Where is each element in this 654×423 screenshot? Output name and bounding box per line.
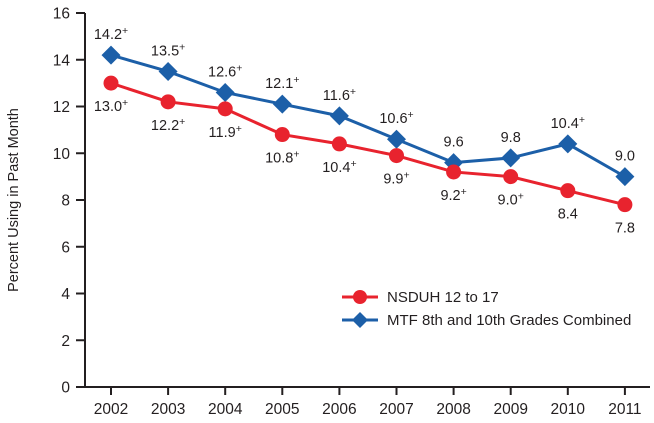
x-tick-label: 2010 <box>551 401 586 418</box>
point-label: 12.6+ <box>208 62 242 80</box>
point-label: 9.6 <box>444 135 464 151</box>
blue-diamond-line-marker-icon <box>342 312 378 328</box>
data-point-circle <box>217 101 233 117</box>
y-tick-label: 12 <box>53 99 70 116</box>
legend-label-nsduh: NSDUH 12 to 17 <box>387 288 499 306</box>
data-point-diamond <box>272 94 292 114</box>
point-label: 10.8+ <box>265 149 299 167</box>
y-tick-label: 6 <box>61 239 70 256</box>
point-label: 13.5+ <box>151 41 185 59</box>
data-point-circle <box>617 197 633 213</box>
x-tick-label: 2006 <box>322 401 356 418</box>
point-label: 13.0+ <box>94 97 128 115</box>
y-tick-label: 8 <box>61 193 70 210</box>
y-tick-label: 0 <box>61 380 70 397</box>
legend-item-mtf: MTF 8th and 10th Grades Combined <box>342 311 631 329</box>
data-point-diamond <box>329 106 349 126</box>
x-tick-label: 2008 <box>436 401 470 418</box>
point-label: 11.6+ <box>323 86 356 104</box>
data-point-circle <box>103 75 119 91</box>
y-tick-label: 2 <box>61 333 70 350</box>
point-label: 11.9+ <box>209 123 242 141</box>
point-label: 10.4+ <box>551 114 585 132</box>
data-point-diamond <box>615 167 635 187</box>
data-point-circle <box>274 127 290 143</box>
data-point-diamond <box>215 82 235 102</box>
point-label: 10.4+ <box>322 158 356 176</box>
y-tick-label: 16 <box>53 6 70 23</box>
data-point-circle <box>389 148 404 164</box>
data-point-diamond <box>387 129 406 149</box>
data-point-circle <box>446 164 462 180</box>
point-label: 12.2+ <box>151 116 185 134</box>
point-label: 7.8 <box>615 221 635 237</box>
point-label: 14.2+ <box>94 25 128 43</box>
x-tick-label: 2009 <box>493 401 527 418</box>
y-axis-title: Percent Using in Past Month <box>6 108 22 292</box>
x-tick-label: 2011 <box>608 401 641 418</box>
data-point-circle <box>160 94 176 110</box>
point-label: 9.0 <box>615 149 635 165</box>
data-point-diamond <box>501 148 521 168</box>
data-point-diamond <box>558 134 578 154</box>
legend-label-mtf: MTF 8th and 10th Grades Combined <box>387 311 632 329</box>
y-tick-label: 4 <box>61 286 70 303</box>
data-point-diamond <box>101 45 121 65</box>
x-tick-label: 2004 <box>208 401 243 418</box>
point-label: 10.6+ <box>379 109 413 127</box>
x-tick-label: 2002 <box>94 401 128 418</box>
data-point-circle <box>331 136 347 152</box>
data-point-diamond <box>158 61 178 81</box>
legend: NSDUH 12 to 17 MTF 8th and 10th Grades C… <box>342 288 631 329</box>
point-label: 8.4 <box>558 207 578 223</box>
series-line-circle <box>110 81 626 207</box>
point-label: 9.0+ <box>498 191 524 209</box>
data-point-circle <box>560 183 576 199</box>
point-label: 9.8 <box>501 130 521 146</box>
data-point-circle <box>503 169 519 185</box>
legend-item-nsduh: NSDUH 12 to 17 <box>342 288 631 306</box>
y-tick-label: 14 <box>53 52 71 69</box>
point-label: 9.9+ <box>383 170 409 188</box>
series-line-diamond <box>110 53 626 178</box>
point-label: 12.1+ <box>265 74 299 92</box>
x-tick-label: 2005 <box>265 401 299 418</box>
x-tick-label: 2003 <box>151 401 185 418</box>
point-label: 9.2+ <box>440 186 466 204</box>
x-tick-label: 2007 <box>379 401 413 418</box>
y-tick-label: 10 <box>53 146 71 163</box>
red-circle-line-marker-icon <box>342 290 378 304</box>
